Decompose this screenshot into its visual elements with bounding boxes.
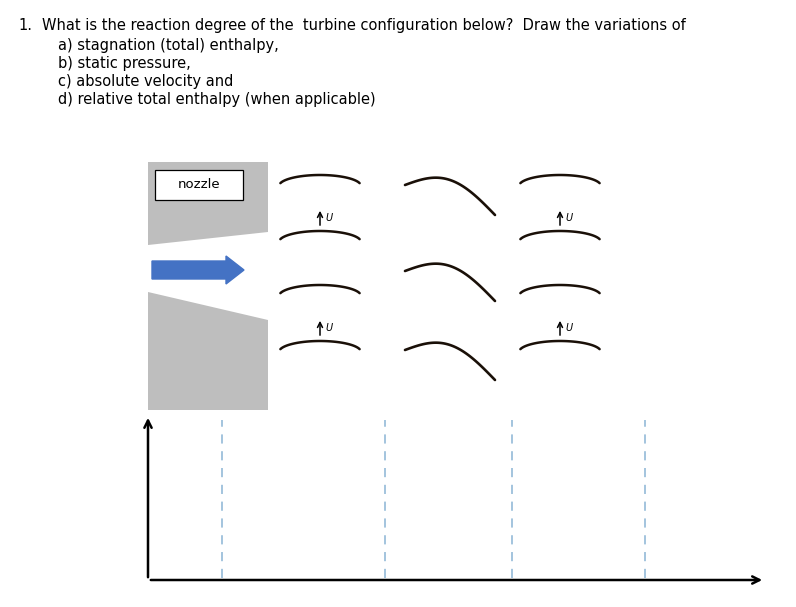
Polygon shape <box>148 292 268 410</box>
Text: U: U <box>325 213 332 223</box>
Text: U: U <box>325 323 332 333</box>
Text: b) static pressure,: b) static pressure, <box>58 56 191 71</box>
Polygon shape <box>148 162 268 245</box>
Text: U: U <box>565 213 572 223</box>
Text: c) absolute velocity and: c) absolute velocity and <box>58 74 233 89</box>
Text: d) relative total enthalpy (when applicable): d) relative total enthalpy (when applica… <box>58 92 376 107</box>
Text: 1.: 1. <box>18 18 32 33</box>
Text: a) stagnation (total) enthalpy,: a) stagnation (total) enthalpy, <box>58 38 279 53</box>
Bar <box>155 170 243 200</box>
Text: What is the reaction degree of the  turbine configuration below?  Draw the varia: What is the reaction degree of the turbi… <box>42 18 685 33</box>
Text: nozzle: nozzle <box>178 178 220 191</box>
Text: U: U <box>565 323 572 333</box>
FancyArrow shape <box>152 256 244 284</box>
